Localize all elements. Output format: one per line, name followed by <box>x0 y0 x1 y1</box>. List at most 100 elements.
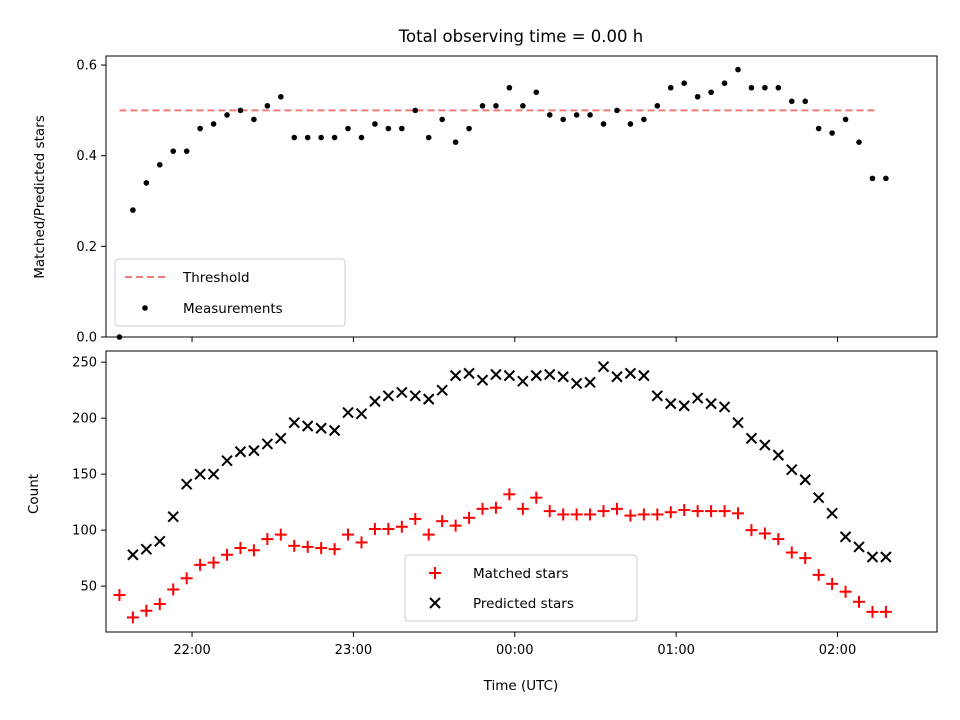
x-tick-label: 02:00 <box>819 643 856 658</box>
data-point <box>866 551 879 563</box>
data-point <box>691 505 704 518</box>
data-point <box>641 116 647 123</box>
data-point <box>748 84 755 91</box>
x-tick-label: 00:00 <box>496 643 533 658</box>
data-point <box>543 505 556 518</box>
data-point <box>224 112 230 118</box>
data-point <box>667 84 674 91</box>
data-point <box>866 605 879 618</box>
data-point <box>130 207 136 213</box>
data-point <box>721 80 728 86</box>
data-point <box>651 508 664 521</box>
data-point <box>251 116 257 123</box>
data-point <box>247 544 260 557</box>
y-tick-label: 0.0 <box>76 331 97 346</box>
y-tick-label: 0.2 <box>76 240 97 255</box>
data-point <box>503 488 516 501</box>
data-point <box>758 527 771 540</box>
data-point <box>345 125 351 132</box>
data-point <box>732 416 744 429</box>
bottom-plot-area: 50 100 150 200 250 22:00 23:00 00:00 01:00 02:00 <box>72 350 938 658</box>
top-panel: Total observing time = 0.00 h Matched/Pr… <box>32 27 938 346</box>
data-point <box>248 444 260 457</box>
data-point <box>328 543 341 556</box>
data-point <box>883 175 889 182</box>
data-point <box>624 509 637 522</box>
legend-predicted-label: Predicted stars <box>473 596 574 612</box>
data-point <box>880 551 892 563</box>
data-point <box>409 512 422 525</box>
data-point <box>829 130 835 136</box>
data-point <box>396 386 408 399</box>
data-point <box>167 510 179 523</box>
data-point <box>304 134 311 141</box>
data-point <box>382 390 395 402</box>
data-point <box>301 420 314 432</box>
y-tick-label: 0.4 <box>76 149 97 164</box>
data-point <box>261 438 274 450</box>
data-point <box>879 605 892 618</box>
data-point <box>610 502 623 515</box>
series-measurements <box>116 66 889 340</box>
data-point <box>493 103 499 109</box>
y-tick-label: 250 <box>72 356 97 371</box>
data-point <box>221 548 234 561</box>
data-point <box>762 84 768 91</box>
x-tick-label: 23:00 <box>335 643 372 658</box>
axes-frame <box>105 55 938 338</box>
data-point <box>557 508 570 521</box>
data-point <box>853 541 865 553</box>
data-point <box>194 468 206 480</box>
data-point <box>422 528 435 541</box>
data-point <box>665 397 677 410</box>
data-point <box>570 508 583 521</box>
data-point <box>197 125 203 132</box>
data-point <box>315 422 327 434</box>
data-point <box>678 503 691 516</box>
data-point <box>207 556 220 569</box>
data-point <box>799 474 811 486</box>
data-point <box>573 112 580 118</box>
data-point <box>731 507 744 520</box>
top-plot-area: 0.0 0.2 0.4 0.6 <box>76 55 938 346</box>
data-point <box>624 367 637 380</box>
data-point <box>614 107 620 114</box>
data-point <box>584 376 596 389</box>
data-point <box>183 148 190 154</box>
data-point <box>718 401 731 413</box>
data-point <box>476 502 489 515</box>
data-point <box>584 508 597 521</box>
data-point <box>600 121 607 127</box>
data-point <box>143 180 150 186</box>
data-point <box>479 103 486 109</box>
data-point <box>654 103 661 109</box>
data-point <box>318 134 324 141</box>
data-point <box>207 468 220 480</box>
data-point <box>113 589 126 602</box>
top-y-axis-label: Matched/Predicted stars <box>32 115 48 278</box>
data-point <box>180 478 193 490</box>
data-point <box>611 371 623 383</box>
data-point <box>587 112 593 118</box>
data-point <box>210 121 217 127</box>
data-point <box>452 139 459 145</box>
data-point <box>331 134 338 141</box>
data-point <box>328 424 341 437</box>
data-point <box>399 125 405 132</box>
data-point <box>261 533 274 546</box>
x-tick-label: 22:00 <box>173 643 210 658</box>
data-point <box>237 107 244 114</box>
data-point <box>799 552 812 565</box>
data-point <box>275 432 287 445</box>
data-point <box>436 515 449 528</box>
data-point <box>775 84 782 91</box>
data-point <box>140 604 153 617</box>
data-point <box>664 506 677 519</box>
data-point <box>127 549 139 561</box>
data-point <box>678 400 690 412</box>
y-tick-label: 50 <box>80 580 97 595</box>
data-point <box>651 390 664 402</box>
legend-measurements-label: Measurements <box>183 301 283 317</box>
data-point <box>597 360 610 373</box>
